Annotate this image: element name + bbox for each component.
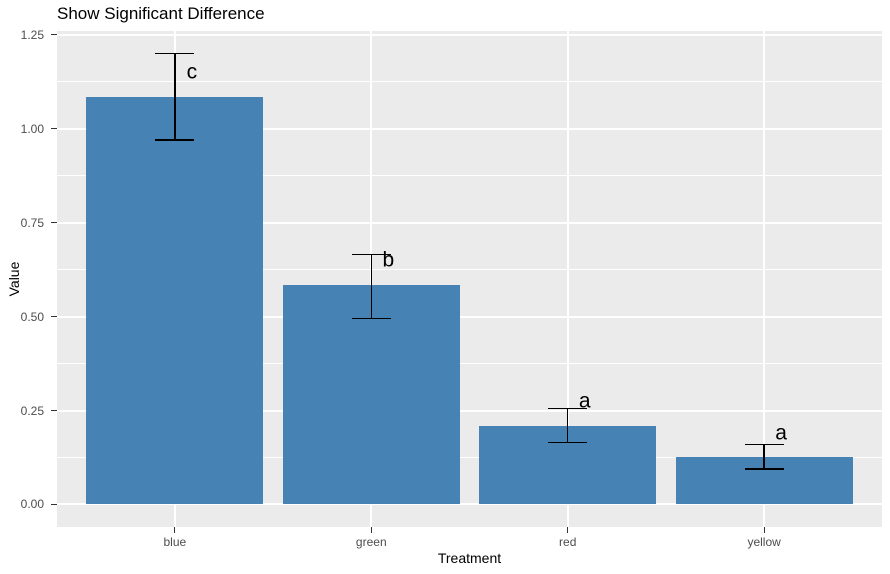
gridline-minor: [57, 269, 882, 271]
error-bar-cap-top-red: [548, 407, 588, 410]
error-bar-cap-top-blue: [155, 52, 195, 55]
sig-letter-red: a: [578, 389, 591, 413]
bar-blue: [86, 96, 264, 505]
x-tick-mark: [763, 527, 765, 533]
y-tick-label: 0.00: [20, 497, 44, 512]
plot-panel: c b a a: [57, 31, 882, 527]
gridline-major-x: [763, 31, 766, 527]
y-tick-label: 1.25: [20, 27, 44, 42]
gridline-major: [57, 315, 882, 318]
sig-letter-blue: c: [186, 60, 198, 84]
y-tick-mark: [51, 316, 57, 318]
x-tick-label-red: red: [559, 535, 577, 549]
gridline-major-x: [566, 31, 569, 527]
gridline-major: [57, 221, 882, 224]
error-bar-cap-bottom-yellow: [744, 468, 784, 470]
gridline-major: [57, 33, 882, 36]
y-tick-label: 0.75: [20, 215, 44, 230]
error-bar-cap-top-yellow: [744, 443, 784, 446]
y-tick-mark: [51, 222, 57, 224]
y-tick-mark: [51, 503, 57, 505]
gridline-major: [57, 409, 882, 412]
bar-green: [282, 284, 460, 505]
error-bar-line-blue: [174, 53, 176, 140]
error-bar-line-green: [370, 254, 373, 319]
x-axis-title: Treatment: [437, 550, 502, 566]
error-bar-cap-bottom-red: [548, 441, 588, 444]
gridline-major: [57, 127, 882, 130]
y-tick-mark: [51, 410, 57, 411]
x-tick-mark: [174, 527, 176, 533]
x-tick-label-blue: blue: [163, 535, 187, 549]
chart-title: Show Significant Difference: [57, 4, 265, 23]
sig-letter-green: b: [382, 248, 395, 272]
y-tick-label: 0.50: [20, 309, 44, 324]
gridline-major: [57, 503, 882, 506]
x-tick-mark: [370, 527, 372, 533]
x-tick-label-yellow: yellow: [747, 535, 781, 549]
gridline-minor: [57, 456, 882, 458]
sig-letter-yellow: a: [775, 421, 787, 445]
error-bar-cap-bottom-green: [351, 317, 391, 320]
y-axis-title: Value: [6, 261, 22, 297]
y-tick-label: 1.00: [20, 121, 44, 136]
x-tick-label-green: green: [355, 535, 387, 549]
x-tick-mark: [567, 527, 569, 533]
error-bar-line-yellow: [763, 444, 765, 469]
gridline-minor: [57, 175, 882, 177]
y-tick-label: 0.25: [20, 403, 44, 418]
gridline-minor: [57, 81, 882, 83]
gridline-minor: [57, 363, 882, 365]
error-bar-line-red: [566, 408, 569, 443]
error-bar-cap-top-green: [351, 253, 391, 256]
error-bar-cap-bottom-blue: [155, 139, 195, 141]
y-tick-mark: [51, 34, 57, 36]
y-tick-mark: [51, 128, 57, 130]
